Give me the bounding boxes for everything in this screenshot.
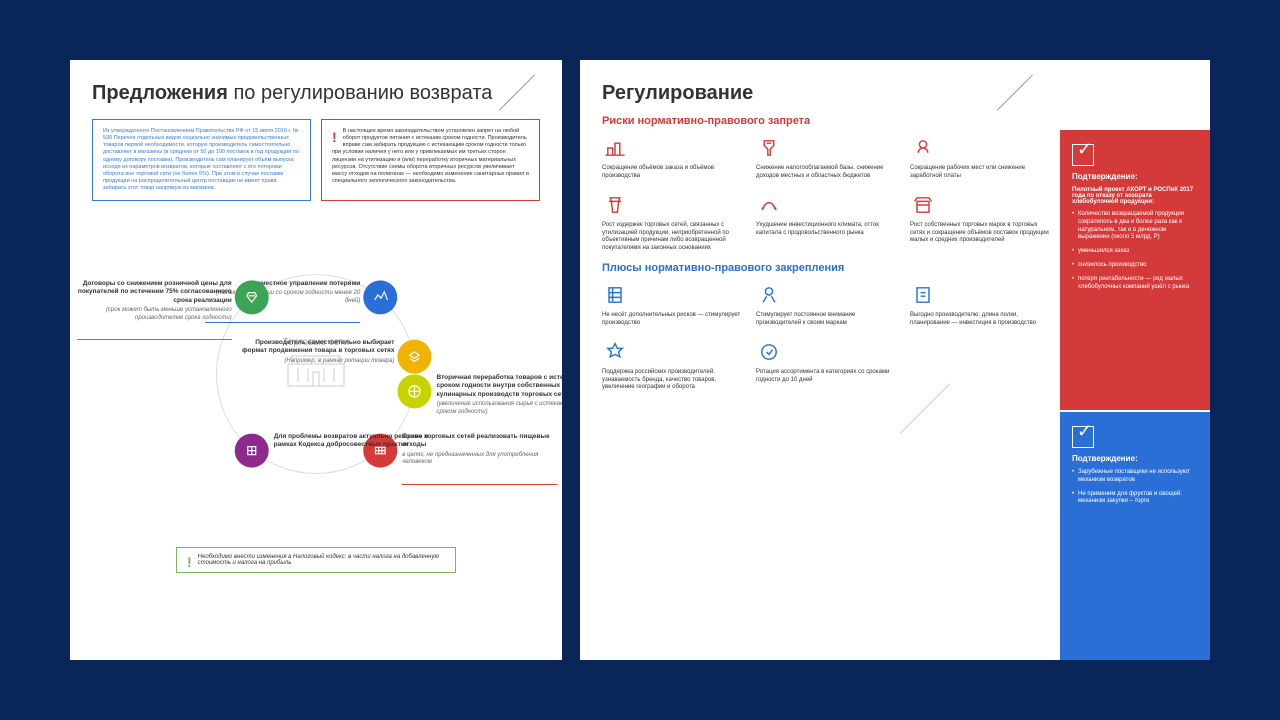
panel-item: Не применим для фруктов и овощей: механи…: [1072, 491, 1198, 507]
panel-confirm-red: Подтверждение: Пилотный проект АКОРТ и Р…: [1060, 130, 1210, 410]
info-box-red: !В настоящее время законодательством уст…: [321, 119, 540, 201]
panel-item: Зарубежные поставщики не используют меха…: [1072, 469, 1198, 485]
panel-item: Количество возвращаемой продукции сократ…: [1072, 211, 1198, 242]
node-dot: [397, 340, 431, 374]
panel-confirm-blue: Подтверждение: Зарубежные поставщики не …: [1060, 412, 1210, 660]
grid-item: Ухудшение инвестиционного климата, отток…: [756, 192, 896, 252]
node-label: Производитель самостоятельно выбирает фо…: [239, 339, 394, 366]
title-right: Регулирование: [602, 82, 1050, 105]
title-left: Предложения по регулированию возврата: [92, 82, 540, 105]
grid-item: Сокращение рабочих мест или снижение зар…: [910, 135, 1050, 180]
pluses-grid: Не несёт дополнительных рисков — стимули…: [602, 282, 1050, 392]
grid-item: Рост собственных торговых марок в торгов…: [910, 192, 1050, 252]
section-risks-title: Риски нормативно-правового запрета: [602, 115, 1050, 127]
grid-item: Сокращение объёмов заказа и объёмов прои…: [602, 135, 742, 180]
tax-note: !Необходимо внести изменения в Налоговый…: [176, 547, 456, 573]
slide-regulation: Регулирование Риски нормативно-правового…: [580, 60, 1210, 660]
node-label: Для проблемы возвратов актуально решение…: [274, 433, 429, 450]
grid-item: Снижение налогооблагаемой базы, снижение…: [756, 135, 896, 180]
slide-proposals: Предложения по регулированию возврата Из…: [70, 60, 562, 660]
check-icon: [1072, 144, 1094, 166]
panel-item: снизилось производство: [1072, 262, 1198, 270]
node-label: Вторичная переработка товаров с истекающ…: [436, 374, 562, 417]
node-dot: [397, 375, 431, 409]
panel-item: уменьшился заказ: [1072, 248, 1198, 256]
info-box-blue: Из утвержденного Постановлением Правител…: [92, 119, 311, 201]
section-pluses-title: Плюсы нормативно-правового закрепления: [602, 262, 1050, 274]
panel-item: потеря рентабельности — ряд малых хлебоб…: [1072, 276, 1198, 292]
node-dot: [235, 281, 269, 315]
circle-diagram: Торговые сети Совместное управление поте…: [92, 209, 540, 539]
node-dot: [363, 281, 397, 315]
risks-grid: Сокращение объёмов заказа и объёмов прои…: [602, 135, 1050, 252]
grid-item: Выгодно производителю: длина полки, план…: [910, 282, 1050, 327]
grid-item: Ротация ассортимента в категориях со сро…: [756, 339, 896, 392]
grid-item: Не несёт дополнительных рисков — стимули…: [602, 282, 742, 327]
grid-item: Рост издержек торговых сетей, связанных …: [602, 192, 742, 252]
node-dot: [235, 434, 269, 468]
check-icon: [1072, 426, 1094, 448]
grid-item: Стимулирует постоянное внимание производ…: [756, 282, 896, 327]
node-label: Договоры со снижением розничной цены для…: [77, 280, 232, 341]
grid-item: Поддержка российских производителей: узн…: [602, 339, 742, 392]
